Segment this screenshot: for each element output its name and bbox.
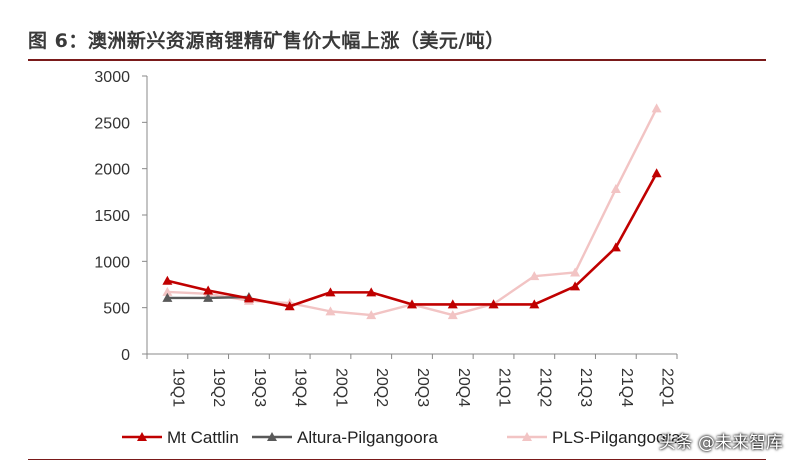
- data-point: [488, 299, 499, 309]
- x-tick-label: 21Q4: [618, 368, 635, 407]
- legend-label: PLS-Pilgangoora: [552, 428, 681, 447]
- data-point: [529, 271, 540, 281]
- data-point: [325, 287, 336, 297]
- x-tick-label: 20Q2: [373, 368, 390, 407]
- x-tick-label: 21Q3: [577, 368, 594, 407]
- x-tick-label: 20Q4: [455, 368, 472, 407]
- x-tick-label: 20Q1: [332, 368, 349, 407]
- x-tick-label: 19Q2: [210, 368, 227, 407]
- series-line: [167, 107, 658, 317]
- y-tick-label: 2500: [94, 115, 130, 132]
- watermark: 头条 @未来智库: [658, 433, 783, 453]
- title-rule: [28, 59, 766, 61]
- x-tick-label: 19Q3: [251, 368, 268, 407]
- y-tick-label: 1000: [94, 254, 130, 271]
- legend-marker: [267, 432, 277, 441]
- data-point: [610, 184, 621, 194]
- y-tick-label: 1500: [94, 208, 130, 225]
- data-point: [529, 299, 540, 309]
- data-point: [325, 306, 336, 316]
- data-point: [366, 287, 377, 297]
- y-tick-label: 3000: [94, 69, 130, 86]
- legend-marker: [137, 432, 147, 441]
- x-tick-label: 20Q3: [414, 368, 431, 407]
- data-point: [203, 285, 214, 295]
- data-point: [651, 168, 662, 178]
- data-point: [243, 293, 254, 303]
- series-line: [167, 172, 658, 308]
- data-point: [203, 292, 214, 302]
- data-point: [447, 310, 458, 320]
- y-tick-label: 500: [103, 301, 130, 318]
- data-point: [407, 299, 417, 309]
- data-point: [162, 275, 173, 285]
- footer-rule: [28, 459, 766, 460]
- x-tick-label: 22Q1: [659, 368, 676, 407]
- data-point: [570, 267, 581, 277]
- x-tick-label: 19Q1: [169, 368, 186, 407]
- data-point: [447, 299, 458, 309]
- data-point: [651, 103, 662, 113]
- data-point: [610, 242, 621, 252]
- data-point: [570, 281, 581, 291]
- data-point: [162, 292, 173, 302]
- x-tick-label: 21Q2: [536, 368, 553, 407]
- data-point: [162, 286, 173, 296]
- y-tick-label: 0: [121, 347, 130, 364]
- legend-label: Altura-Pilgangoora: [297, 428, 438, 447]
- data-point: [366, 310, 377, 320]
- x-tick-label: 21Q1: [496, 368, 513, 407]
- x-tick-label: 19Q4: [292, 368, 309, 407]
- legend-marker: [522, 432, 532, 441]
- data-point: [284, 301, 295, 311]
- legend-label: Mt Cattlin: [167, 428, 239, 447]
- chart-title: 图 6：澳洲新兴资源商锂精矿售价大幅上涨（美元/吨）: [28, 30, 505, 52]
- y-tick-label: 2000: [94, 162, 130, 179]
